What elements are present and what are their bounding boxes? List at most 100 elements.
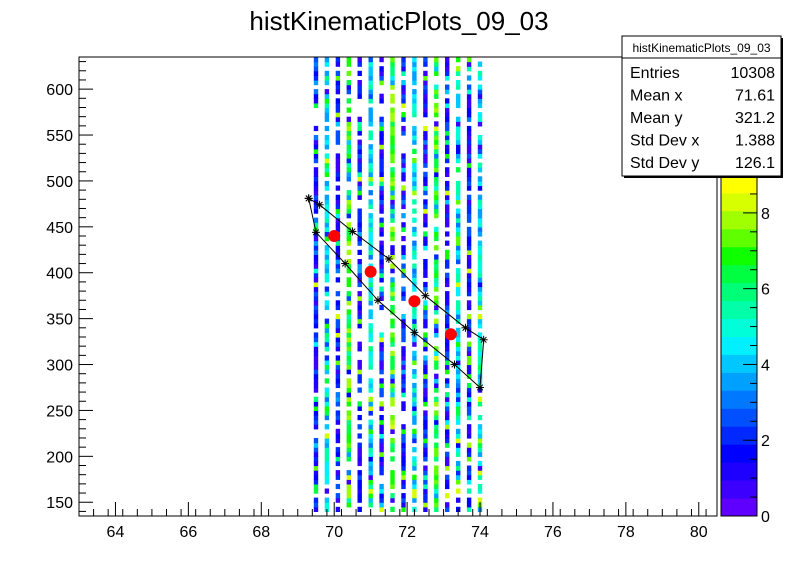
heatmap-cell [390, 139, 395, 145]
heatmap-cell [466, 171, 472, 177]
heatmap-cell [434, 424, 439, 430]
heatmap-cell [466, 314, 472, 320]
heatmap-cell [434, 158, 439, 164]
heatmap-cell [401, 185, 406, 191]
heatmap-cell [368, 286, 373, 292]
heatmap-cell [346, 176, 351, 182]
heatmap-cell [390, 355, 395, 361]
heatmap-cell [423, 203, 428, 210]
heatmap-cell [477, 148, 483, 154]
heatmap-cell [434, 447, 439, 453]
palette-band [721, 336, 757, 355]
heatmap-cell [456, 304, 461, 311]
heatmap-cell [423, 359, 428, 366]
heatmap-cell [390, 135, 395, 141]
heatmap-cell [313, 387, 319, 393]
heatmap-cell [357, 70, 362, 76]
heatmap-cell [379, 493, 384, 499]
heatmap-cell [423, 433, 428, 439]
heatmap-cell [401, 263, 406, 269]
heatmap-cell [412, 483, 417, 490]
heatmap-cell [313, 70, 319, 76]
heatmap-cell [456, 327, 461, 333]
heatmap-cell [445, 144, 450, 150]
heatmap-cell [423, 281, 428, 288]
heatmap-cell [379, 502, 384, 508]
heatmap-cell [412, 98, 417, 104]
heatmap-cell [423, 387, 428, 393]
heatmap-cell [466, 396, 472, 402]
heatmap-cell [412, 497, 417, 503]
heatmap-cell [368, 277, 373, 283]
heatmap-cell [335, 318, 341, 324]
heatmap-cell [477, 263, 483, 269]
heatmap-cell [324, 341, 330, 347]
heatmap-cell [466, 231, 472, 237]
heatmap-cell [477, 180, 483, 187]
heatmap-cell [466, 268, 472, 274]
heatmap-cell [412, 162, 417, 168]
heatmap-cell [324, 203, 330, 210]
heatmap-cell [313, 98, 319, 104]
heatmap-cell [466, 148, 472, 154]
heatmap-cell [368, 314, 373, 320]
heatmap-cell [423, 176, 428, 182]
heatmap-cell [412, 405, 417, 411]
heatmap-cell [379, 254, 384, 260]
heatmap-cell [346, 346, 351, 352]
heatmap-cell [423, 236, 428, 242]
heatmap-cell [456, 405, 461, 411]
heatmap-cell [346, 236, 351, 242]
heatmap-cell [466, 66, 472, 72]
heatmap-cell [401, 236, 406, 242]
heatmap-cell [466, 281, 472, 288]
heatmap-cell [423, 337, 428, 343]
heatmap-cell [401, 153, 406, 159]
heatmap-cell [466, 387, 472, 393]
heatmap-cell [423, 373, 428, 379]
heatmap-cell [477, 470, 483, 476]
heatmap-cell [379, 148, 384, 154]
heatmap-cell [379, 190, 384, 196]
heatmap-cell [368, 433, 373, 439]
heatmap-cell [466, 199, 472, 205]
heatmap-cell [335, 102, 341, 109]
heatmap-cell [423, 158, 428, 164]
heatmap-cell [477, 323, 483, 329]
heatmap-cell [313, 125, 319, 132]
x-tick-label: 72 [398, 524, 416, 541]
y-tick-label: 550 [46, 128, 73, 145]
heatmap-cell [456, 387, 461, 393]
heatmap-cell [346, 359, 351, 366]
heatmap-cell [456, 135, 461, 141]
heatmap-cell [346, 410, 351, 416]
heatmap-cell [401, 116, 406, 122]
heatmap-cell [357, 226, 362, 232]
heatmap-cell [412, 438, 417, 444]
heatmap-cell [368, 130, 373, 136]
heatmap-cell [477, 112, 483, 118]
heatmap-cell [434, 346, 439, 352]
heatmap-cell [423, 89, 428, 95]
heatmap-cell [434, 254, 439, 260]
heatmap-cell [357, 125, 362, 132]
z-tick-label: 4 [761, 357, 770, 374]
heatmap-cell [466, 84, 472, 90]
heatmap-cell [423, 171, 428, 177]
heatmap-cell [456, 332, 461, 338]
heatmap-cell [379, 80, 384, 86]
heatmap-cell [368, 66, 373, 72]
heatmap-cell [401, 286, 406, 292]
heatmap-cell [368, 61, 373, 67]
heatmap-cell [313, 460, 319, 467]
heatmap-cell [466, 254, 472, 260]
heatmap-cell [368, 222, 373, 228]
heatmap-cell [390, 208, 395, 214]
heatmap-cell [335, 392, 341, 398]
heatmap-cell [390, 57, 395, 63]
heatmap-cell [445, 171, 450, 177]
heatmap-cell [401, 226, 406, 232]
heatmap-cell [466, 410, 472, 416]
heatmap-cell [434, 203, 439, 210]
heatmap-cell [456, 125, 461, 132]
